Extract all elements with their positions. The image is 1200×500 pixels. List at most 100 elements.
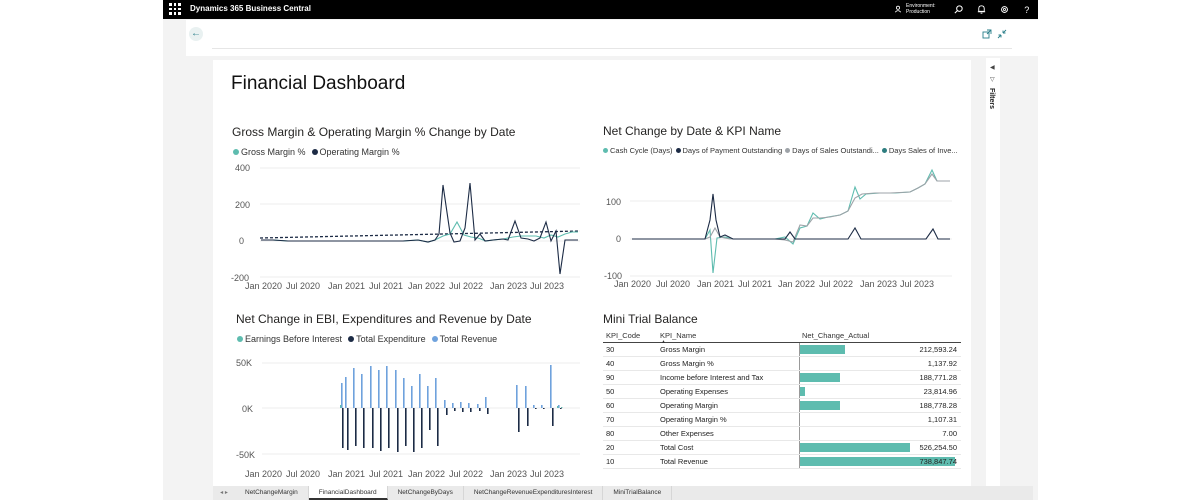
- app-launcher-icon[interactable]: [169, 3, 181, 15]
- tab-financial-dashboard[interactable]: FinancialDashboard: [308, 486, 388, 500]
- chart-net-change-kpi[interactable]: 100 0 -100 Jan 2020 Jul 2020 Jan 2021 Ju…: [600, 158, 962, 294]
- x-tick: Jan 2020: [614, 279, 651, 289]
- chevron-left-icon[interactable]: ◀: [990, 65, 995, 71]
- legend-dot-icon: [237, 336, 243, 342]
- bar-earnings-before-interest: [340, 405, 342, 408]
- tab-scroll-arrows-icon[interactable]: ◂ ▸: [220, 490, 228, 496]
- table-row[interactable]: 50 Operating Expenses 23,814.96: [603, 385, 961, 399]
- table-header: KPI_Code KPI_Name Net_Change_Actual: [603, 329, 961, 343]
- legend-dot-icon: [881, 148, 887, 153]
- search-icon[interactable]: [953, 4, 964, 15]
- x-tick: Jan 2022: [408, 281, 445, 291]
- gear-icon[interactable]: [999, 4, 1010, 15]
- cell-value: 738,847.74: [919, 457, 957, 466]
- column-header-net-change[interactable]: Net_Change_Actual: [802, 331, 870, 340]
- x-tick: Jan 2022: [778, 279, 815, 289]
- bar-total-revenue: [550, 365, 552, 408]
- table-row[interactable]: 20 Total Cost 526,254.50: [603, 441, 961, 455]
- legend-item-days-inventory[interactable]: Days Sales of Inve...: [881, 146, 958, 155]
- table-row[interactable]: 30 Gross Margin 212,593.24: [603, 343, 961, 357]
- bar-earnings-before-interest: [561, 407, 563, 408]
- trend-line: [259, 230, 581, 239]
- bar-total-expenditure: [372, 408, 374, 448]
- bar-total-expenditure: [405, 408, 407, 446]
- table-row[interactable]: 90 Income before Interest and Tax 188,771.…: [603, 371, 961, 385]
- legend-dot-icon: [785, 148, 791, 153]
- table-row[interactable]: 40 Gross Margin % 1,137.92: [603, 357, 961, 371]
- chart-title-margin: Gross Margin & Operating Margin % Change…: [232, 125, 516, 139]
- chart-margin[interactable]: 400 200 0 -200 Jan 2020 Jul 2020 Jan 202…: [228, 158, 588, 294]
- environment-caption: Environment:: [906, 3, 936, 9]
- cell-kpi-code: 40: [606, 359, 615, 368]
- table-title: Mini Trial Balance: [603, 312, 698, 326]
- cell-net-change: 526,254.50: [799, 441, 959, 454]
- x-tick: Jul 2022: [449, 469, 483, 479]
- y-tick: 100: [606, 197, 621, 207]
- column-header-kpi-code[interactable]: KPI_Code: [606, 331, 641, 340]
- bar-total-revenue: [477, 404, 479, 408]
- x-tick: Jul 2020: [656, 279, 690, 289]
- app-title[interactable]: Dynamics 365 Business Central: [190, 4, 311, 13]
- svg-text:?: ?: [1024, 5, 1029, 15]
- legend-item-gross-margin[interactable]: Gross Margin %: [233, 147, 306, 157]
- bar-total-expenditure: [487, 408, 489, 414]
- help-icon[interactable]: ?: [1021, 4, 1032, 15]
- bar-total-expenditure: [388, 408, 390, 448]
- legend-dot-icon: [233, 149, 239, 155]
- filters-label[interactable]: Filters: [988, 88, 995, 110]
- chart-legend-kpi[interactable]: Cash Cycle (Days) Days of Payment Outsta…: [603, 146, 958, 155]
- bar-total-expenditure: [421, 408, 423, 448]
- chart-legend-ebi[interactable]: Earnings Before Interest Total Expenditu…: [237, 334, 497, 344]
- table-row[interactable]: 60 Operating Margin 188,778.28: [603, 399, 961, 413]
- data-bar: [800, 457, 955, 466]
- sort-ascending-icon[interactable]: ▲: [661, 339, 666, 345]
- legend-item-revenue[interactable]: Total Revenue: [431, 334, 498, 344]
- bar-total-expenditure: [535, 408, 537, 409]
- tab-net-change-revenue[interactable]: NetChangeRevenueExpendituresInterest: [464, 486, 604, 500]
- x-tick: Jan 2021: [328, 469, 365, 479]
- bar-total-revenue: [435, 378, 437, 408]
- table-row[interactable]: 80 Other Expenses 7.00: [603, 427, 961, 441]
- legend-item-days-payment[interactable]: Days of Payment Outstanding: [675, 146, 782, 155]
- tab-net-change-margin[interactable]: NetChangeMargin: [235, 486, 309, 500]
- cell-net-change: 23,814.96: [799, 385, 959, 398]
- legend-dot-icon: [603, 148, 608, 153]
- bar-total-revenue: [485, 397, 487, 408]
- bar-total-revenue: [361, 374, 363, 408]
- tab-net-change-by-days[interactable]: NetChangeByDays: [388, 486, 464, 500]
- table-row[interactable]: 70 Operating Margin % 1,107.31: [603, 413, 961, 427]
- x-tick: Jan 2023: [860, 279, 897, 289]
- table-body: 30 Gross Margin 212,593.24 40 Gross Margin %…: [603, 343, 961, 469]
- bell-icon[interactable]: [976, 4, 987, 15]
- environment-label[interactable]: Environment: Production: [906, 3, 935, 15]
- legend-item-days-sales[interactable]: Days of Sales Outstandi...: [785, 146, 879, 155]
- filters-pane[interactable]: [986, 58, 1000, 488]
- environment-icon: [894, 5, 902, 13]
- y-tick: 50K: [236, 358, 252, 368]
- chart-legend-margin[interactable]: Gross Margin % Operating Margin %: [233, 147, 400, 157]
- column-header-kpi-name[interactable]: KPI_Name: [660, 331, 697, 340]
- tab-mini-trial-balance[interactable]: MiniTrialBalance: [603, 486, 673, 500]
- legend-item-cash-cycle[interactable]: Cash Cycle (Days): [603, 146, 673, 155]
- chart-ebi[interactable]: 50K 0K -50K Jan 2020 Jul 2020 Jan 2021 J…: [228, 346, 590, 482]
- bar-total-expenditure: [355, 408, 357, 446]
- x-tick: Jul 2023: [530, 469, 564, 479]
- data-bar: [800, 401, 840, 410]
- legend-item-expenditure[interactable]: Total Expenditure: [348, 334, 426, 344]
- back-arrow-icon[interactable]: ←: [189, 27, 203, 41]
- bar-total-expenditure: [462, 408, 464, 412]
- cell-net-change: 1,137.92: [799, 357, 959, 370]
- x-tick: Jul 2022: [819, 279, 853, 289]
- legend-label: Total Revenue: [439, 334, 498, 344]
- legend-item-ebi[interactable]: Earnings Before Interest: [237, 334, 342, 344]
- bar-total-expenditure: [413, 408, 415, 452]
- table-row[interactable]: 10 Total Revenue 738,847.74: [603, 455, 961, 469]
- collapse-icon[interactable]: [997, 29, 1007, 39]
- open-new-window-icon[interactable]: [982, 29, 992, 39]
- legend-item-operating-margin[interactable]: Operating Margin %: [311, 147, 400, 157]
- cell-kpi-code: 10: [606, 457, 615, 466]
- y-tick: -100: [604, 271, 622, 281]
- data-bar: [800, 345, 845, 354]
- x-tick: Jul 2023: [530, 281, 564, 291]
- legend-dot-icon: [431, 336, 438, 342]
